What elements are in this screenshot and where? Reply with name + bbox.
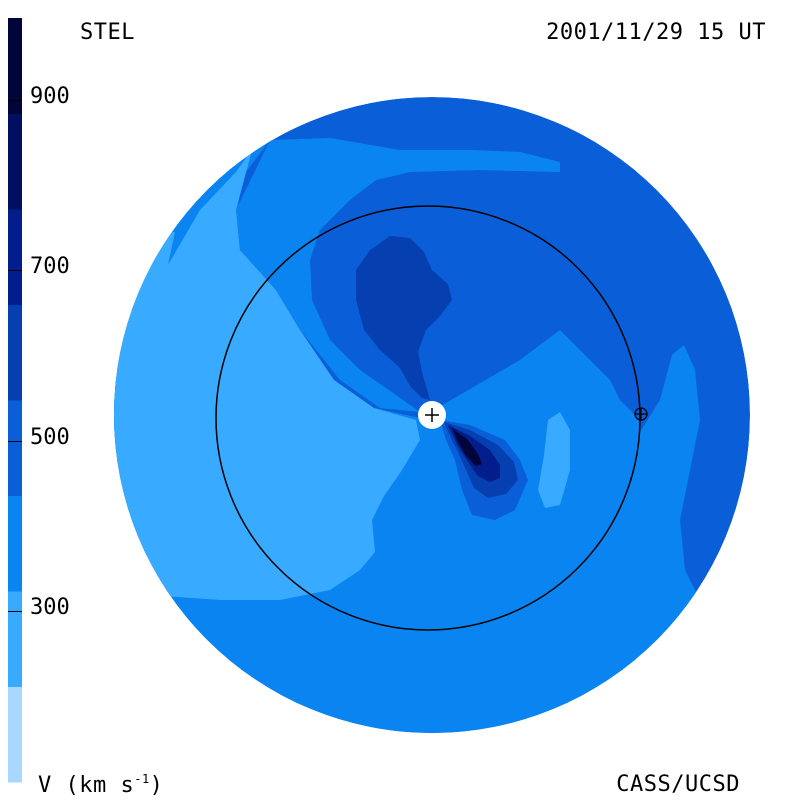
colorbar-band (8, 495, 22, 592)
colorbar-label-500: 500 (30, 425, 70, 450)
units-label-end: ) (149, 773, 164, 798)
colorbar-band (8, 304, 22, 401)
units-label: V (km s-1) (38, 772, 163, 798)
colorbar-tick-500 (8, 441, 22, 442)
velocity-disk (114, 97, 750, 733)
peak-speed-core (452, 428, 482, 466)
colorbar-band (8, 209, 22, 305)
colorbar-label-900: 900 (30, 84, 70, 109)
colorbar-band (8, 591, 22, 687)
credit-label: CASS/UCSD (616, 772, 740, 797)
colorbar-tick-300 (8, 611, 22, 612)
mid-speed-region-east (635, 345, 700, 600)
colorbar (8, 18, 22, 783)
units-label-exponent: -1 (134, 772, 150, 786)
mid-speed-region-north (236, 138, 560, 412)
units-label-main: V (km s (38, 773, 135, 798)
low-speed-region-west (114, 150, 420, 600)
low-speed-region-patch (538, 412, 570, 508)
colorbar-band (8, 113, 22, 210)
earth-orbit-circle (215, 205, 641, 631)
colorbar-band (8, 400, 22, 496)
source-label: STEL (80, 20, 135, 45)
datetime-label: 2001/11/29 15 UT (546, 20, 766, 45)
earth-icon (634, 407, 648, 421)
colorbar-label-300: 300 (30, 595, 70, 620)
colorbar-tick-900 (8, 100, 22, 101)
colorbar-band (8, 18, 22, 114)
colorbar-tick-700 (8, 270, 22, 271)
high-speed-lobe-north (356, 236, 452, 400)
colorbar-label-700: 700 (30, 254, 70, 279)
colorbar-band (8, 686, 22, 783)
